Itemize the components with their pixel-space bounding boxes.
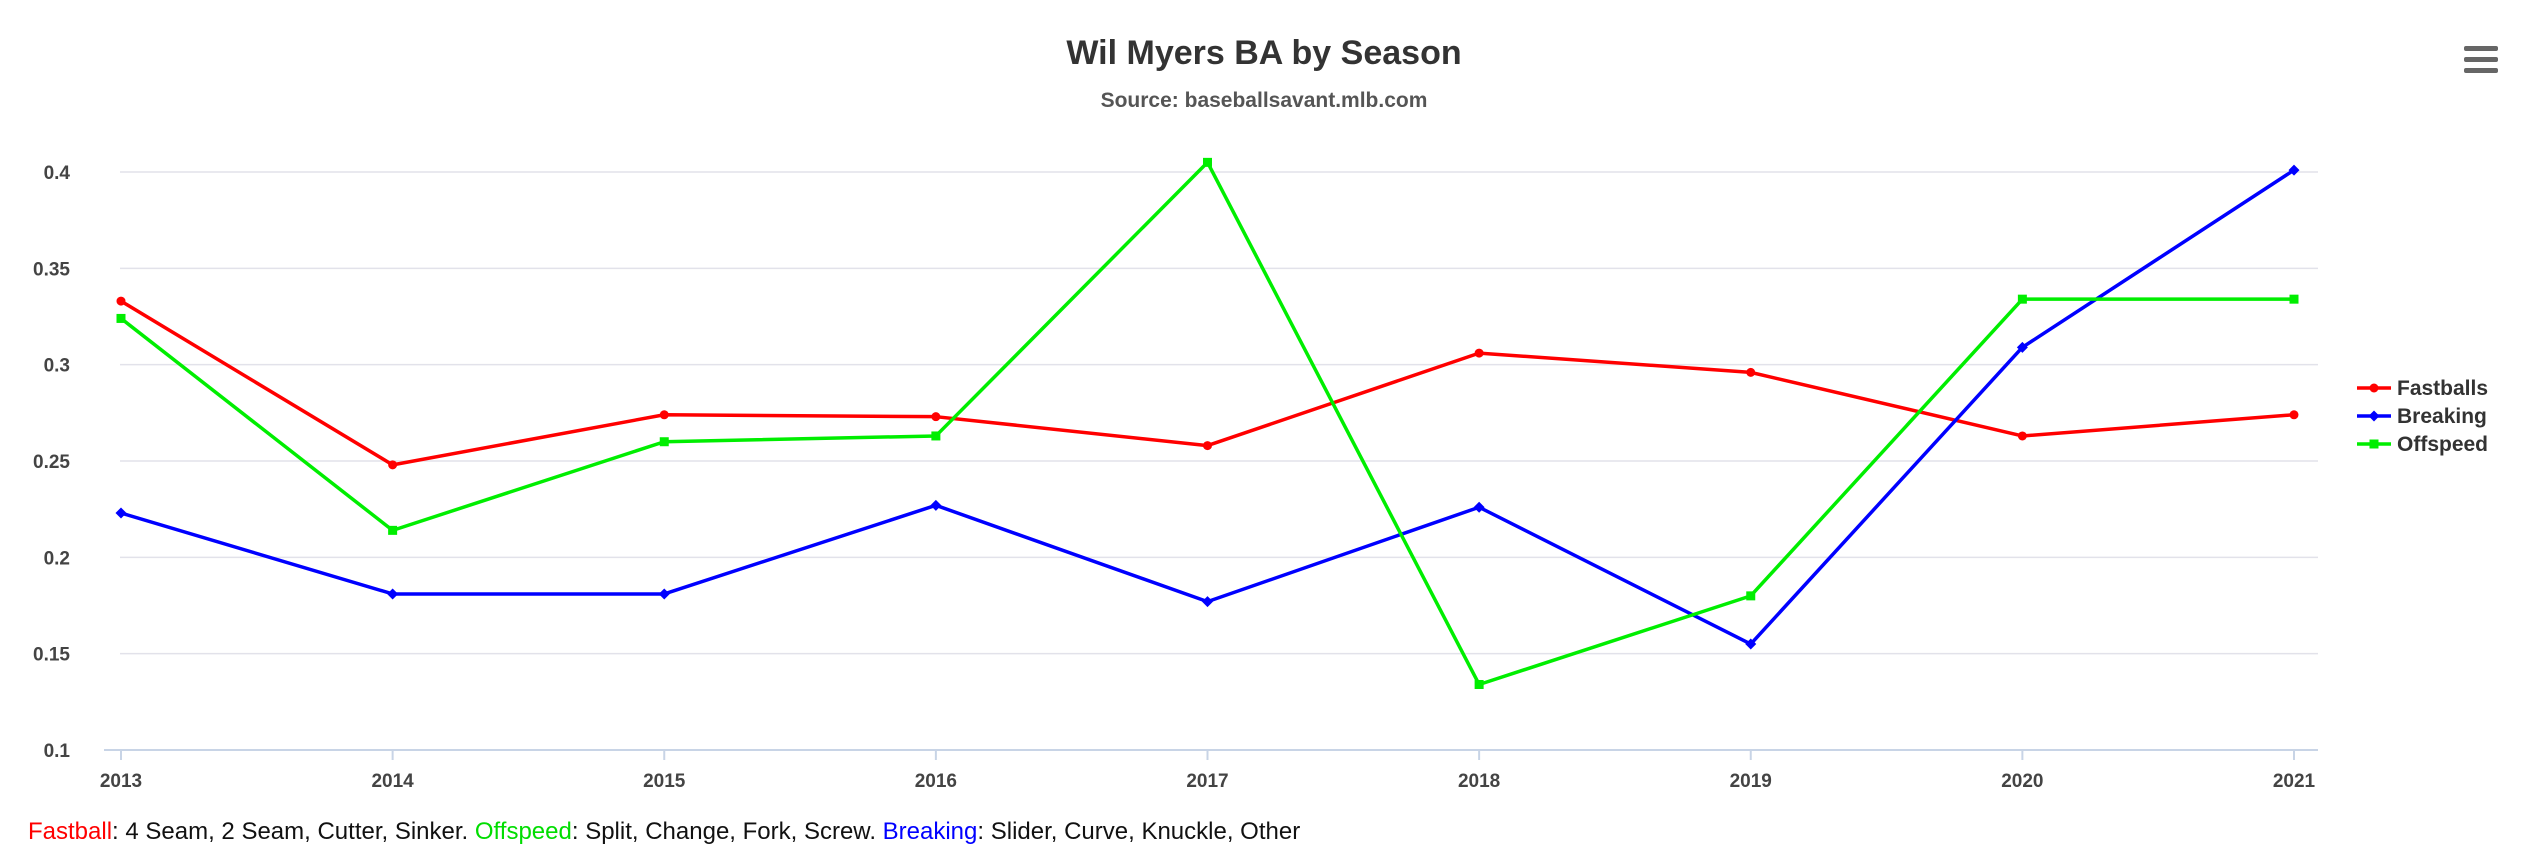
offspeed-point[interactable] (2017, 294, 2027, 304)
breaking-point[interactable] (115, 507, 127, 519)
plot-area (115, 157, 2300, 689)
x-tick-label: 2013 (100, 771, 142, 792)
fastballs-point[interactable] (116, 296, 126, 306)
fastballs-point[interactable] (2289, 410, 2299, 420)
offspeed-point[interactable] (1203, 157, 1212, 167)
breaking-point[interactable] (2288, 164, 2300, 176)
legend-marker[interactable] (2368, 410, 2380, 422)
breaking-series (115, 164, 2300, 650)
x-tick-label: 2019 (1730, 771, 1772, 792)
legend-item-fastballs[interactable]: Fastballs (2357, 377, 2488, 400)
offspeed-point[interactable] (388, 525, 398, 535)
breaking-line[interactable] (120, 168, 2295, 646)
fastballs-point[interactable] (2017, 431, 2027, 441)
chart-subtitle: Source: baseballsavant.mlb.com (1101, 89, 1428, 112)
line-chart: Wil Myers BA by Season Source: baseballs… (33, 34, 2488, 792)
hamburger-menu-icon[interactable] (2462, 42, 2500, 78)
offspeed-desc: : Split, Change, Fork, Screw. (571, 818, 883, 845)
fastballs-series (116, 296, 2299, 470)
x-tick-label: 2014 (371, 771, 414, 792)
breaking-desc: : Slider, Curve, Knuckle, Other (977, 818, 1301, 845)
y-tick-label: 0.15 (33, 645, 70, 666)
breaking-point[interactable] (1202, 596, 1213, 608)
offspeed-point[interactable] (2289, 294, 2299, 304)
y-tick-label: 0.4 (44, 163, 71, 184)
x-tick-label: 2015 (643, 771, 686, 792)
offspeed-series (116, 157, 2299, 689)
fastball-desc: : 4 Seam, 2 Seam, Cutter, Sinker. (112, 818, 475, 845)
offspeed-point[interactable] (1474, 679, 1484, 689)
fastball-label: Fastball (28, 818, 113, 845)
y-tick-label: 0.2 (44, 548, 70, 569)
x-tick-label: 2020 (2001, 771, 2043, 792)
y-tick-label: 0.25 (33, 452, 70, 473)
breaking-label: Breaking (882, 818, 978, 845)
legend-label: Offspeed (2397, 433, 2488, 456)
breaking-point[interactable] (1473, 501, 1485, 513)
offspeed-point[interactable] (116, 313, 126, 323)
breaking-point[interactable] (387, 588, 399, 600)
fastballs-line[interactable] (120, 299, 2295, 467)
y-axis: 0.1 0.15 0.2 0.25 0.3 0.35 0.4 (33, 163, 70, 762)
chart-container: Wil Myers BA by Season Source: baseballs… (33, 34, 2488, 792)
y-tick-label: 0.3 (44, 356, 70, 377)
legend-marker[interactable] (2369, 439, 2379, 449)
fastballs-point[interactable] (1203, 441, 1212, 451)
x-tick-label: 2021 (2273, 771, 2316, 792)
fastballs-point[interactable] (931, 412, 941, 422)
breaking-point[interactable] (930, 499, 942, 511)
x-tick-label: 2018 (1458, 771, 1500, 792)
grid-lines (120, 171, 2318, 751)
x-tick-label: 2016 (915, 771, 957, 792)
fastballs-point[interactable] (659, 410, 669, 420)
offspeed-point[interactable] (931, 431, 941, 441)
y-tick-label: 0.35 (33, 259, 70, 280)
breaking-point[interactable] (658, 588, 670, 600)
legend-item-offspeed[interactable]: Offspeed (2357, 433, 2488, 456)
legend-marker[interactable] (2369, 383, 2379, 393)
chart-title: Wil Myers BA by Season (1066, 34, 1461, 72)
legend-label: Fastballs (2397, 377, 2488, 400)
breaking-point[interactable] (1745, 638, 1757, 650)
legend-label: Breaking (2397, 405, 2487, 428)
legend[interactable]: Fastballs Breaking Offspeed (2357, 377, 2488, 456)
pitch-type-note: Fastball: 4 Seam, 2 Seam, Cutter, Sinker… (28, 818, 1300, 846)
legend-item-breaking[interactable]: Breaking (2357, 405, 2487, 428)
x-tick-label: 2017 (1186, 771, 1228, 792)
x-axis: 2013 2014 2015 2016 2017 2018 2019 2020 2021 (100, 749, 2318, 792)
offspeed-label: Offspeed (474, 818, 572, 845)
offspeed-point[interactable] (659, 437, 669, 447)
y-tick-label: 0.1 (44, 741, 71, 762)
breaking-point[interactable] (2016, 341, 2028, 353)
fastballs-point[interactable] (1746, 367, 1756, 377)
offspeed-point[interactable] (1746, 591, 1756, 601)
fastballs-point[interactable] (1474, 348, 1484, 358)
fastballs-point[interactable] (388, 460, 398, 470)
